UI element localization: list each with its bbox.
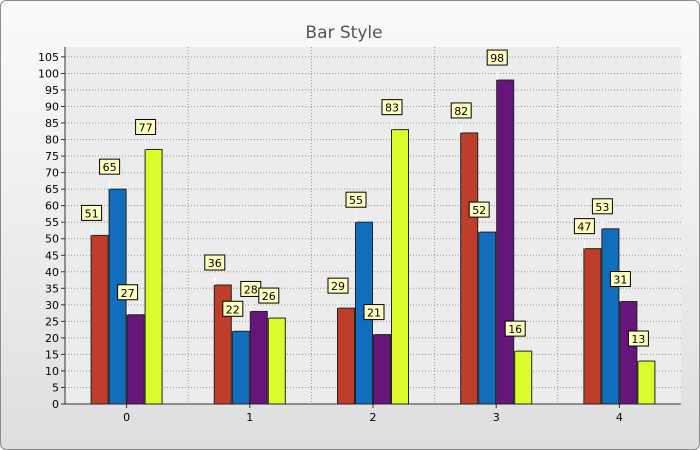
y-tick-label: 95 bbox=[45, 84, 59, 97]
y-tick-label: 85 bbox=[45, 117, 59, 130]
chart-title: Bar Style bbox=[305, 23, 383, 43]
data-label-box bbox=[117, 284, 139, 301]
data-label-box bbox=[486, 49, 508, 66]
data-label: 26 bbox=[262, 290, 276, 303]
x-tick-label: 3 bbox=[493, 411, 500, 424]
data-label-box bbox=[573, 218, 595, 235]
bar bbox=[496, 79, 515, 405]
data-label: 21 bbox=[367, 307, 381, 320]
data-label: 53 bbox=[595, 201, 609, 214]
bar bbox=[619, 301, 638, 405]
y-tick-label: 20 bbox=[45, 332, 59, 345]
y-tick-label: 70 bbox=[45, 167, 59, 180]
data-label: 31 bbox=[613, 274, 627, 287]
data-label-box bbox=[222, 300, 244, 317]
bar bbox=[267, 317, 286, 405]
data-label: 13 bbox=[631, 333, 645, 346]
y-tick-label: 90 bbox=[45, 101, 59, 114]
data-label-box bbox=[258, 287, 280, 304]
bar bbox=[478, 231, 497, 405]
x-tick-label: 0 bbox=[123, 411, 130, 424]
x-tick-label: 1 bbox=[246, 411, 253, 424]
y-tick-label: 30 bbox=[45, 299, 59, 312]
y-tick-label: 45 bbox=[45, 249, 59, 262]
data-label-box bbox=[135, 118, 157, 135]
data-label: 52 bbox=[472, 204, 486, 217]
data-label: 51 bbox=[85, 207, 99, 220]
y-tick-label: 35 bbox=[45, 282, 59, 295]
bar bbox=[583, 248, 602, 405]
data-label: 28 bbox=[244, 283, 258, 296]
y-tick-label: 60 bbox=[45, 200, 59, 213]
y-tick-label: 105 bbox=[38, 51, 59, 64]
y-tick-label: 50 bbox=[45, 233, 59, 246]
y-tick-label: 65 bbox=[45, 183, 59, 196]
y-tick-label: 0 bbox=[52, 398, 59, 411]
data-label: 83 bbox=[385, 102, 399, 115]
data-label: 55 bbox=[349, 194, 363, 207]
data-label-box bbox=[327, 277, 349, 294]
bar bbox=[337, 307, 355, 405]
data-label-box bbox=[627, 330, 649, 347]
data-label-box bbox=[450, 102, 472, 119]
bar bbox=[637, 360, 656, 405]
data-label: 27 bbox=[121, 287, 135, 300]
bar bbox=[460, 132, 479, 405]
y-tick-label: 55 bbox=[45, 216, 59, 229]
data-label: 47 bbox=[577, 221, 591, 234]
y-tick-label: 15 bbox=[45, 348, 59, 361]
data-label: 98 bbox=[490, 52, 504, 65]
bar bbox=[144, 148, 163, 405]
data-label-box bbox=[468, 201, 490, 218]
data-label-box bbox=[381, 99, 403, 116]
y-tick-label: 100 bbox=[38, 67, 59, 80]
y-tick-label: 80 bbox=[45, 134, 59, 147]
y-tick-label: 10 bbox=[45, 365, 59, 378]
bar bbox=[126, 314, 145, 405]
x-tick-label: 2 bbox=[370, 411, 377, 424]
bar bbox=[373, 334, 391, 405]
data-label-box bbox=[99, 158, 121, 175]
data-label: 16 bbox=[508, 323, 522, 336]
bar bbox=[601, 228, 620, 405]
data-label-box bbox=[504, 320, 526, 337]
data-label: 65 bbox=[103, 161, 117, 174]
data-label-box bbox=[363, 304, 385, 321]
data-label-box bbox=[204, 254, 226, 271]
data-label-box bbox=[345, 191, 367, 208]
bar bbox=[391, 129, 409, 405]
y-tick-label: 25 bbox=[45, 315, 59, 328]
data-label-box bbox=[591, 198, 613, 215]
y-tick-label: 75 bbox=[45, 150, 59, 163]
bar bbox=[514, 350, 533, 405]
data-label-box bbox=[609, 271, 631, 288]
bar bbox=[249, 310, 268, 405]
bar bbox=[90, 234, 109, 405]
x-tick-label: 4 bbox=[616, 411, 623, 424]
data-label: 77 bbox=[139, 121, 153, 134]
data-label-box bbox=[81, 204, 103, 221]
y-tick-label: 5 bbox=[52, 381, 59, 394]
bar bbox=[231, 330, 250, 405]
data-label: 82 bbox=[454, 105, 468, 118]
data-label: 29 bbox=[331, 280, 345, 293]
data-label: 36 bbox=[208, 257, 222, 270]
data-label: 22 bbox=[226, 303, 240, 316]
y-tick-label: 40 bbox=[45, 266, 59, 279]
